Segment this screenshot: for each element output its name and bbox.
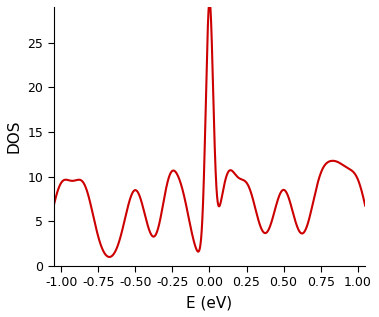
X-axis label: E (eV): E (eV) bbox=[186, 295, 232, 310]
Y-axis label: DOS: DOS bbox=[7, 120, 22, 153]
